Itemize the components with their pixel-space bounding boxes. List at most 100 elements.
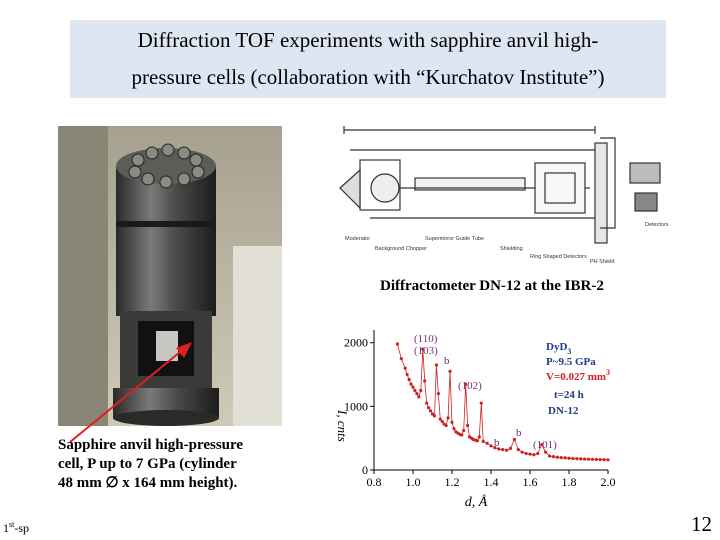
cell-caption: Sapphire anvil high-pressure cell, P up … (58, 436, 298, 493)
x-tick-label: 1.2 (445, 475, 460, 489)
y-tick-label: 0 (362, 463, 368, 477)
diffractometer-schematic: Moderator Background Chopper Supermirror… (339, 126, 669, 265)
data-point (450, 420, 454, 424)
peak-label-102: (102) (458, 380, 482, 392)
legend-pressure: P~9.5 GPa (546, 356, 596, 368)
data-point (405, 372, 409, 377)
data-point (403, 366, 407, 370)
data-point (606, 458, 610, 462)
data-point (532, 453, 536, 457)
data-point (563, 456, 567, 460)
data-point (464, 382, 468, 386)
data-point (425, 401, 429, 405)
slide-title-box: Diffraction TOF experiments with sapphir… (70, 20, 666, 98)
legend-instrument: DN-12 (548, 405, 579, 417)
cell-caption-line-1: Sapphire anvil high-pressure (58, 437, 244, 453)
data-point (520, 450, 524, 454)
y-tick-label: 2000 (344, 336, 368, 350)
diffraction-chart: 0.8 1.0 1.2 1.4 1.6 1.8 2.0 0 1000 2000 I, cnts d… (335, 330, 616, 510)
data-point (409, 382, 413, 386)
data-point (501, 448, 505, 452)
data-point (421, 347, 425, 351)
data-point (481, 439, 485, 443)
data-point (428, 409, 433, 413)
peak-label-110: (110) (414, 333, 438, 345)
data-point (528, 452, 532, 456)
data-point (452, 427, 456, 431)
x-axis-label: d, Å (465, 494, 488, 510)
data-point (444, 423, 448, 428)
data-point (598, 457, 602, 462)
peak-label-b2: b (516, 427, 522, 439)
data-point (594, 457, 598, 462)
data-point (551, 455, 555, 459)
data-point (415, 392, 419, 396)
x-tick-label: 1.0 (406, 475, 421, 489)
page-number: 12 (691, 512, 712, 536)
data-point (559, 455, 563, 460)
x-tick-label: 2.0 (601, 475, 616, 489)
data-point (516, 448, 520, 452)
data-point (579, 457, 583, 461)
data-point (571, 456, 575, 461)
data-point (427, 406, 431, 410)
peak-label-101: (101) (533, 439, 557, 451)
data-point (434, 363, 438, 367)
data-point (399, 357, 403, 361)
data-point (475, 439, 479, 443)
cell-caption-line-3: 48 mm ∅ x 164 mm height). (58, 475, 238, 491)
data-point (536, 451, 540, 456)
peak-label-b3: b (494, 437, 500, 449)
x-tick-label: 1.8 (562, 475, 577, 489)
data-point (446, 416, 450, 420)
data-point (477, 435, 481, 439)
data-point (575, 457, 579, 461)
schematic-label-moderator: Moderator (345, 236, 370, 242)
data-point (583, 457, 587, 461)
schematic-label-shielding: Shielding (500, 246, 523, 252)
pointer-arrow-icon (69, 342, 192, 443)
data-point (508, 446, 513, 450)
data-point (423, 379, 427, 383)
data-point (419, 388, 423, 393)
x-tick-label: 1.4 (484, 475, 499, 489)
data-point (417, 395, 421, 399)
sapphire-anvil-cell-photo (58, 126, 282, 426)
slide-title-line-1: Diffraction TOF experiments with sapphir… (137, 28, 599, 52)
legend-sample: DyD3 (546, 341, 571, 356)
legend-time: t=24 h (554, 389, 584, 401)
data-point (555, 455, 559, 459)
schematic-label-ph-shield: PH Shield (590, 259, 614, 265)
data-point (448, 369, 452, 373)
cell-caption-line-2: cell, P up to 7 GPa (cylinder (58, 456, 237, 472)
data-point (602, 458, 606, 462)
data-point (432, 414, 437, 418)
data-point (466, 423, 470, 428)
data-point (547, 454, 552, 458)
data-point (436, 392, 440, 396)
diffractometer-caption: Diffractometer DN-12 at the IBR-2 (380, 278, 604, 294)
data-point (438, 417, 442, 421)
data-point (590, 457, 594, 461)
data-point (460, 433, 464, 437)
data-point (407, 378, 411, 382)
peak-label-103: (103) (414, 345, 438, 357)
x-tick-label: 1.6 (523, 475, 538, 489)
data-point (395, 342, 399, 346)
data-point (485, 441, 489, 445)
data-point (413, 388, 417, 393)
data-point (479, 401, 483, 405)
data-point (493, 446, 497, 450)
schematic-label-ring-detectors: Ring Shaped Detectors (530, 254, 587, 260)
footer-left-label: 1st-sp (3, 520, 30, 535)
schematic-label-detectors: Detectors (645, 222, 669, 228)
y-tick-label: 1000 (344, 399, 368, 413)
data-point (540, 442, 544, 447)
schematic-label-guide: Supermirror Guide Tube (425, 236, 484, 242)
data-point (489, 444, 493, 448)
data-point (544, 450, 548, 454)
data-point (524, 451, 528, 456)
slide-title-line-2: pressure cells (collaboration with “Kurc… (131, 65, 605, 89)
data-point (505, 448, 509, 452)
data-point (512, 437, 516, 442)
